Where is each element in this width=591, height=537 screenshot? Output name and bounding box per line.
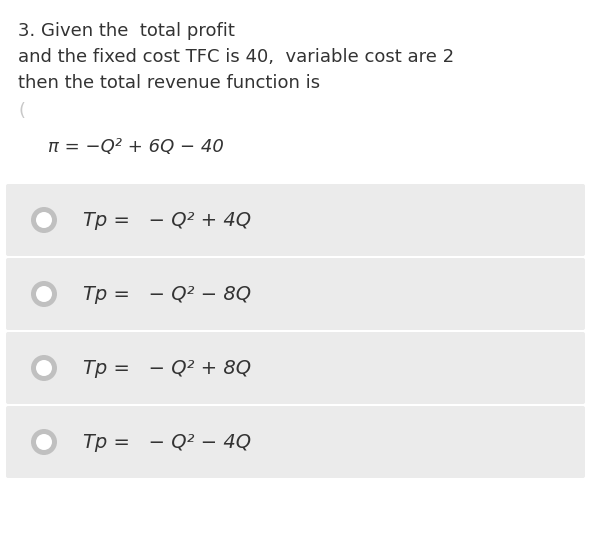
FancyBboxPatch shape <box>6 332 585 404</box>
Text: and the fixed cost TFC is 40,  variable cost are 2: and the fixed cost TFC is 40, variable c… <box>18 48 454 66</box>
Circle shape <box>31 207 57 233</box>
Circle shape <box>36 212 52 228</box>
Text: π = −Q² + 6Q − 40: π = −Q² + 6Q − 40 <box>48 138 224 156</box>
Circle shape <box>36 360 52 376</box>
Text: Tp =   − Q² − 4Q: Tp = − Q² − 4Q <box>83 432 251 452</box>
Circle shape <box>36 434 52 450</box>
Text: Tp =   − Q² + 4Q: Tp = − Q² + 4Q <box>83 211 251 229</box>
Text: then the total revenue function is: then the total revenue function is <box>18 74 320 92</box>
Text: (: ( <box>18 102 25 120</box>
FancyBboxPatch shape <box>6 184 585 256</box>
Text: Tp =   − Q² + 8Q: Tp = − Q² + 8Q <box>83 359 251 378</box>
Circle shape <box>31 355 57 381</box>
Text: 3. Given the  total profit: 3. Given the total profit <box>18 22 235 40</box>
Circle shape <box>31 429 57 455</box>
Text: Tp =   − Q² − 8Q: Tp = − Q² − 8Q <box>83 285 251 303</box>
Circle shape <box>31 281 57 307</box>
Circle shape <box>36 286 52 302</box>
FancyBboxPatch shape <box>6 258 585 330</box>
FancyBboxPatch shape <box>6 406 585 478</box>
